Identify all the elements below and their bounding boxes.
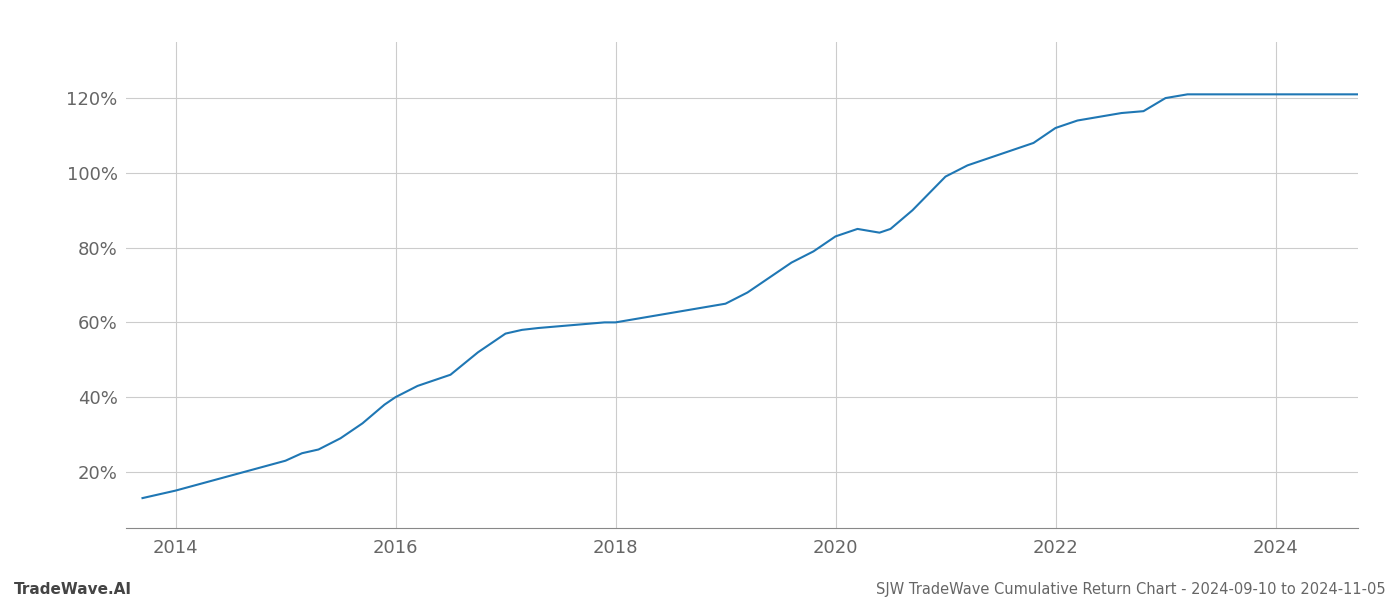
Text: TradeWave.AI: TradeWave.AI (14, 582, 132, 597)
Text: SJW TradeWave Cumulative Return Chart - 2024-09-10 to 2024-11-05: SJW TradeWave Cumulative Return Chart - … (876, 582, 1386, 597)
